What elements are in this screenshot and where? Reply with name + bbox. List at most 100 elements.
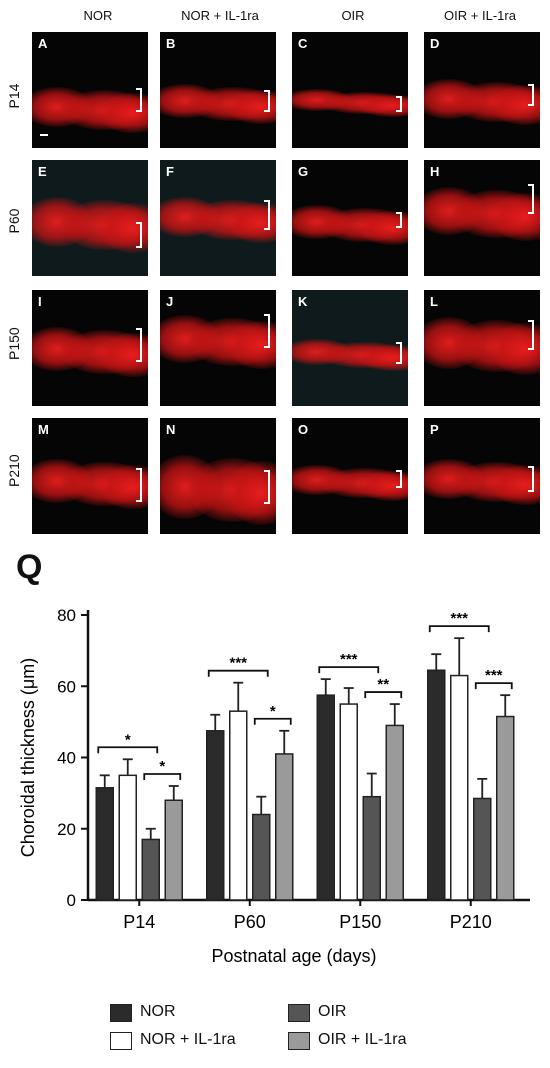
significance-bracket [207,669,269,677]
micrograph-panel-n: N [160,418,276,534]
thickness-bracket [264,90,270,112]
significance-label: *** [340,651,358,668]
micrograph-panel-o: O [292,418,408,534]
panel-letter: F [166,164,174,179]
stain-band [98,333,148,377]
micrograph-panel-f: F [160,160,276,276]
panel-letter: D [430,36,440,51]
panel-letter: P [430,422,439,437]
bar-oir [362,795,381,901]
thickness-bracket [136,222,142,248]
thickness-bracket [396,96,402,112]
y-tick-label: 20 [57,820,76,839]
row-header-p150: P150 [6,327,22,360]
stain-band [358,95,408,117]
bar-oir [473,797,492,901]
bar-oir [252,813,271,901]
y-tick-label: 60 [57,677,76,696]
legend: NOR OIR NOR + IL-1ra OIR + IL-1ra [0,996,550,1060]
micrograph-panel-c: C [292,32,408,148]
micrograph-panel-p: P [424,418,540,534]
stain-band [226,90,276,124]
y-tick-label: 40 [57,749,76,768]
panel-letter: O [298,422,309,437]
legend-swatch-oir-il1ra [288,1032,310,1050]
bar-nor [206,730,225,901]
micrograph-panel-i: I [32,290,148,406]
thickness-bracket [528,84,534,106]
column-header-oir: OIR [341,8,365,23]
x-tick-label: P60 [234,912,266,932]
thickness-bracket [528,184,534,214]
legend-label-oir-il1ra: OIR + IL-1ra [318,1031,407,1048]
stain-band [98,203,148,253]
thickness-bracket [528,466,534,492]
significance-bracket [143,773,182,780]
thickness-bracket [528,320,534,350]
legend-label-nor-il1ra: NOR + IL-1ra [140,1031,236,1048]
significance-label: * [270,703,276,720]
legend-swatch-nor [110,1004,132,1022]
column-header-oir-il1ra: OIR + IL-1ra [444,8,516,23]
x-tick-label: P14 [123,912,155,932]
panel-letter: G [298,164,309,179]
micrograph-panel-m: M [32,418,148,534]
legend-swatch-oir [288,1004,310,1022]
thickness-bracket [136,328,142,362]
micrograph-panel-k: K [292,290,408,406]
thickness-bracket [264,314,270,348]
thickness-bracket [396,212,402,228]
stain-band [98,93,148,133]
panel-letter: B [166,36,176,51]
bar-nor-il-1ra [229,710,248,901]
stain-band [490,193,540,241]
panel-letter: M [38,422,49,437]
micrograph-panel-b: B [160,32,276,148]
significance-bracket [97,746,159,754]
significance-label: * [125,731,131,748]
significance-bracket [474,682,513,690]
bar-oir [141,838,160,901]
panel-letter: I [38,294,42,309]
panel-letter: A [38,36,48,51]
bar-nor [95,787,114,901]
micrograph-panel-g: G [292,160,408,276]
significance-bracket [428,625,490,633]
thickness-bracket [396,342,402,364]
bar-nor [316,694,335,901]
micrograph-panel-l: L [424,290,540,406]
significance-label: *** [229,655,247,672]
legend-label-oir: OIR [318,1003,347,1020]
panel-letter: J [166,294,174,309]
micrograph-panel-d: D [424,32,540,148]
legend-label-nor: NOR [140,1003,176,1020]
row-header-p210: P210 [6,454,22,487]
stain-band [490,465,540,505]
panel-letter: E [38,164,47,179]
column-header-nor-il1ra: NOR + IL-1ra [181,8,259,23]
row-header-p14: P14 [6,83,22,109]
stain-band [226,321,276,369]
panel-letter: H [430,164,440,179]
bar-nor [427,669,446,901]
thickness-bracket [136,468,142,502]
stain-band [358,211,408,245]
thickness-bracket [396,470,402,488]
thickness-bracket [136,88,142,112]
panel-letter: N [166,422,176,437]
significance-label: ** [377,676,389,693]
micrograph-panel-a: A [32,32,148,148]
x-tick-label: P210 [450,912,492,932]
significance-bracket [318,666,380,674]
x-tick-label: P150 [339,912,381,932]
y-axis-label: Choroidal thickness (μm) [18,658,38,857]
x-axis-label: Postnatal age (days) [211,946,376,966]
bar-oir-il-1ra [164,799,183,901]
column-header-nor: NOR [83,8,113,23]
bar-oir-il-1ra [496,715,515,901]
micrograph-panel-h: H [424,160,540,276]
thickness-bracket [264,470,270,504]
stain-band [358,345,408,371]
bar-nor-il-1ra [450,674,469,901]
stain-band [226,203,276,243]
